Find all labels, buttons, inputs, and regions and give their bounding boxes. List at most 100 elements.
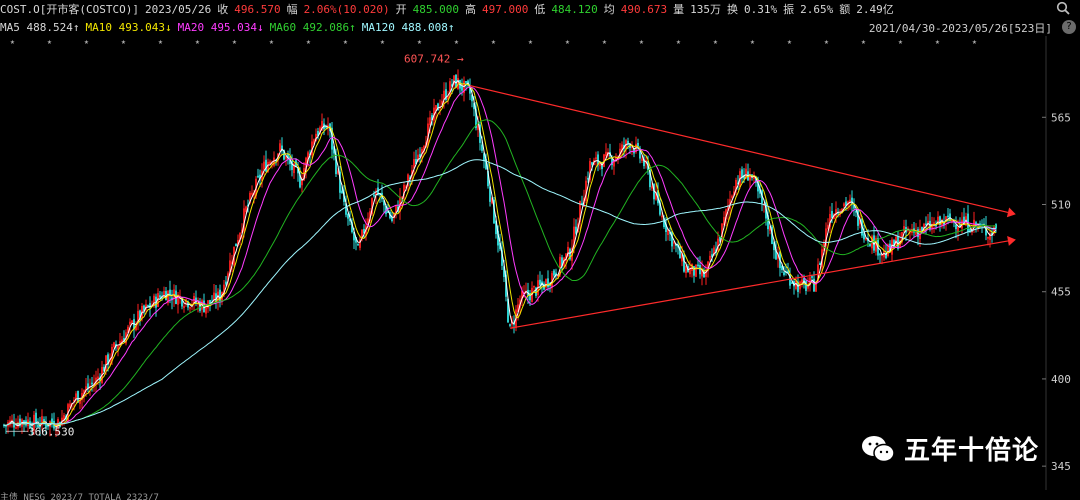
volume-label: 量 [673, 3, 685, 16]
candle-body [77, 391, 79, 403]
candle-body [545, 279, 547, 288]
event-marker: ★ [306, 37, 311, 46]
candle-body [407, 174, 409, 187]
candle-body [31, 427, 33, 430]
event-marker: ★ [269, 37, 274, 46]
candle-body [731, 195, 733, 198]
ma60-line [4, 119, 997, 426]
candle-body [605, 151, 607, 157]
search-icon[interactable] [1056, 1, 1070, 19]
ma20-label: MA20 495.034↓ [177, 20, 264, 34]
candle-body [113, 342, 115, 348]
candle-body [63, 415, 65, 422]
candle-body [937, 216, 939, 225]
candle-body [97, 376, 99, 379]
event-marker: ★ [861, 37, 866, 46]
date-label: 2023/05/26 [144, 2, 212, 16]
quote-header: COST.O[开市客(COSTCO)] 2023/05/26 收 496.570 … [0, 0, 1080, 18]
candle-body [887, 244, 889, 256]
candle-body [959, 224, 961, 227]
avg-label: 均 [603, 3, 615, 16]
event-marker: ★ [639, 37, 644, 46]
candle-body [107, 354, 109, 365]
candle-body [533, 285, 535, 288]
y-tick-label: 455 [1051, 286, 1071, 299]
candle-body [829, 213, 831, 227]
event-marker: ★ [750, 37, 755, 46]
candle-body [529, 293, 531, 301]
candle-body [857, 209, 859, 226]
high-label: 高 [465, 3, 477, 16]
candle-body [539, 279, 541, 285]
date-range-label[interactable]: 2021/04/30-2023/05/26[523日] [868, 22, 1052, 35]
symbol-label[interactable]: COST.O[开市客(COSTCO)] [0, 3, 139, 16]
event-marker: ★ [195, 37, 200, 46]
candle-body [903, 226, 905, 232]
candle-body [577, 223, 579, 233]
candle-body [363, 228, 365, 234]
candle-body [843, 203, 845, 207]
candle-body [41, 416, 43, 425]
candle-body [963, 216, 965, 225]
candle-body [177, 294, 179, 305]
candle-body [863, 233, 865, 240]
candle-body [69, 403, 71, 408]
candle-body [347, 213, 349, 219]
event-marker: ★ [454, 37, 459, 46]
close-value: 496.570 [234, 2, 281, 16]
candle-body [717, 238, 719, 251]
candle-body [117, 345, 119, 350]
candle-body [153, 295, 155, 307]
y-tick-label: 565 [1051, 111, 1071, 124]
candle-body [797, 281, 799, 292]
candle-body [461, 86, 463, 91]
candle-body [279, 143, 281, 152]
event-marker: ★ [824, 37, 829, 46]
amount-label: 额 [839, 3, 851, 16]
event-marker: ★ [528, 37, 533, 46]
candlestick-chart[interactable]: 345 400 455 510 565 ★ ★ ★ ★ ★ ★ ★ ★ ★ ★ ★ ★ ★ ★ ★ ★ ★ ★ ★ ★ ★ ★ ★ ★ ★… [0, 36, 1080, 490]
event-marker: ★ [417, 37, 422, 46]
candle-body [819, 263, 821, 265]
event-marker: ★ [343, 37, 348, 46]
candle-body [477, 124, 479, 131]
candle-body [79, 398, 81, 404]
candle-body [225, 281, 227, 285]
candle-body [811, 276, 813, 278]
candle-body [595, 157, 597, 160]
candle-body [359, 239, 361, 248]
low-value: 484.120 [551, 2, 598, 16]
candle-body [569, 248, 571, 260]
candle-body [661, 215, 663, 218]
candle-body [627, 140, 629, 144]
candle-body [989, 233, 991, 240]
ma60-label: MA60 492.086↑ [269, 20, 356, 34]
candle-body [553, 270, 555, 276]
candle-body [805, 280, 807, 291]
candle-body [235, 243, 237, 247]
candle-body [649, 170, 651, 188]
candle-body [169, 289, 171, 296]
candle-body [573, 226, 575, 247]
candle-body [925, 223, 927, 226]
candle-body [813, 278, 815, 292]
candle-body [869, 243, 871, 247]
candle-body [637, 142, 639, 147]
watermark: 五年十倍论 [860, 430, 1039, 467]
candle-body [947, 215, 949, 218]
help-icon[interactable]: ? [1062, 20, 1076, 34]
candle-body [293, 163, 295, 174]
candle-body [689, 267, 691, 275]
candle-body [131, 320, 133, 323]
candle-body [827, 224, 829, 229]
event-marker: ★ [158, 37, 163, 46]
ma5-label: MA5 488.524↑ [0, 20, 80, 34]
candle-body [895, 236, 897, 246]
y-tick-label: 510 [1051, 199, 1071, 212]
candle-body [245, 206, 247, 213]
candle-body [679, 246, 681, 259]
candle-body [219, 289, 221, 303]
candle-body [129, 321, 131, 325]
bottom-indicator-bar[interactable]: 主债 NESG 2023/7 TOTALA 2323/7 [0, 493, 159, 500]
change-label: 幅 [286, 3, 298, 16]
